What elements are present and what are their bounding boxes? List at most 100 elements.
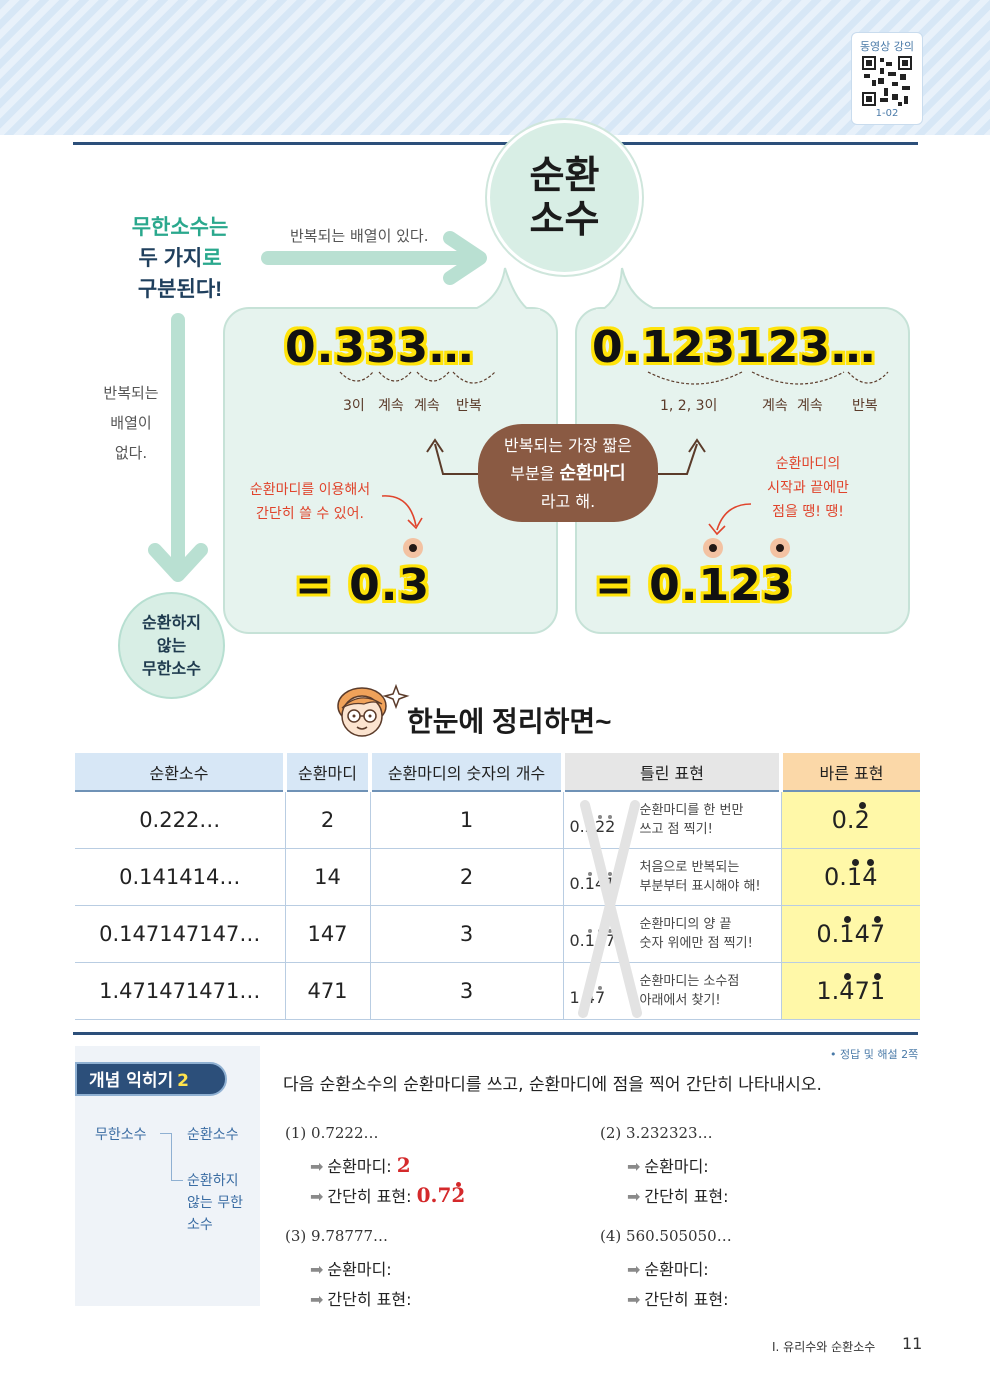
problem-number: (1): [285, 1124, 307, 1142]
example2-label-b: 계속: [762, 398, 788, 414]
wrong-desc-line-1: 순환마디의 양 끝: [639, 916, 732, 932]
heading-particle: 로: [202, 247, 222, 270]
problem-value: 0.7222…: [311, 1124, 379, 1142]
example1-note-line-2: 간단히 쓸 수 있어.: [256, 506, 364, 522]
example2-note: 순환마디의 시작과 끝에만 점을 땡! 땡!: [748, 452, 868, 524]
wrong-desc-line-2: 숫자 위에만 점 찍기!: [639, 935, 753, 951]
problem-3: (3) 9.78777…: [285, 1227, 388, 1245]
wrong-digits: 147: [584, 929, 616, 950]
arrow-right-icon: ➡: [310, 1290, 324, 1309]
mid-divider: [73, 1032, 918, 1035]
center-arrows: [426, 438, 706, 475]
right-digit: 1: [869, 972, 886, 1005]
right-digit: 4: [839, 972, 855, 1005]
right-digit: 2: [854, 801, 870, 834]
arrow-right-icon: ➡: [627, 1187, 641, 1206]
right-int: 1.: [816, 976, 840, 1005]
tree-trunk-line: [171, 1133, 172, 1180]
repeat-exists-label: 반복되는 배열이 있다.: [290, 227, 429, 245]
problem-2: (2) 3.232323…: [600, 1124, 713, 1142]
arrow-right-icon: ➡: [627, 1260, 641, 1279]
arrow-right-icon: ➡: [310, 1157, 324, 1176]
no-repeat-label: 반복되는 배열이 없다.: [88, 378, 174, 468]
problem-2-cycle[interactable]: ➡ 순환마디:: [627, 1153, 709, 1177]
right-digit: 7: [854, 976, 870, 1005]
cell-count: 3: [370, 905, 564, 963]
problem-4-cycle[interactable]: ➡ 순환마디:: [627, 1256, 709, 1280]
page-number: 11: [902, 1334, 923, 1353]
example1-label-b: 계속: [378, 398, 404, 414]
repeating-line-2: 소수: [529, 198, 600, 241]
nonrep-line-2: 않는: [156, 636, 187, 655]
wrong-digits: 141: [584, 872, 616, 893]
tree-root: 무한소수: [95, 1127, 147, 1143]
qr-code-icon[interactable]: [862, 56, 912, 106]
cycle-label: 순환마디:: [644, 1260, 709, 1279]
repeating-line-1: 순환: [529, 154, 600, 197]
repeating-decimal-circle: 순환 소수: [487, 120, 642, 275]
example1-recurring-dot: [403, 538, 423, 558]
right-number: 0.14: [824, 858, 877, 891]
wrong-number: 0.147: [570, 917, 640, 950]
right-digit: 7: [869, 915, 886, 948]
right-number: 1.471: [816, 972, 886, 1005]
tree-branch-line-2: [171, 1180, 183, 1181]
cycle-def-line-2: 부분을 순환마디: [478, 460, 658, 488]
example2-label-a: 1, 2, 3이: [660, 398, 718, 414]
example2-label-c: 계속: [797, 398, 823, 414]
example1-result: = 0.3: [295, 560, 431, 611]
problem-2-simple[interactable]: ➡ 간단히 표현:: [627, 1183, 728, 1207]
cell-count: 1: [370, 790, 564, 849]
wrong-int: 1.: [569, 988, 585, 1007]
problem-1-simple[interactable]: ➡ 간단히 표현: 0.72: [310, 1182, 466, 1207]
cycle-def-line-1: 반복되는 가장 짧은: [504, 436, 632, 455]
arrow-right-icon: ➡: [627, 1290, 641, 1309]
video-code: 1-02: [875, 108, 899, 119]
infinite-decimal-heading: 무한소수는 두 가지로 구분된다!: [110, 212, 250, 305]
cycle-definition-note: 반복되는 가장 짧은 부분을 순환마디 라고 해.: [478, 424, 658, 522]
problem-value: 9.78777…: [311, 1227, 389, 1245]
example2-number: 0.123123…: [592, 322, 877, 373]
example1-label-d: 반복: [456, 398, 482, 414]
header-cycle-digit-count: 순환마디의 숫자의 개수: [370, 753, 565, 791]
problem-3-cycle[interactable]: ➡ 순환마디:: [310, 1256, 392, 1280]
summary-table: 순환소수 순환마디 순환마디의 숫자의 개수 틀린 표현 바른 표현 0.222…: [75, 753, 920, 1020]
cycle-label: 순환마디:: [644, 1157, 709, 1176]
example1-label-a: 3이: [343, 398, 365, 414]
wrong-desc-line-1: 순환마디는 소수점: [639, 973, 740, 989]
cycle-label: 순환마디:: [327, 1260, 392, 1279]
wrong-digits: 222: [584, 815, 616, 837]
nonrep-line-3: 무한소수: [142, 659, 201, 678]
cell-cycle: 471: [285, 962, 371, 1020]
example2-result: = 0.123: [595, 560, 794, 611]
header-wrong-notation: 틀린 표현: [563, 753, 783, 791]
answer-simple-dotted: 2: [451, 1182, 466, 1207]
problem-4-simple[interactable]: ➡ 간단히 표현:: [627, 1286, 728, 1310]
tree-repeating: 순환소수: [187, 1127, 239, 1143]
exercise-tag: 개념 익히기 2: [75, 1062, 227, 1096]
wrong-desc-line-1: 처음으로 반복되는: [639, 859, 740, 875]
example1-label-c: 계속: [414, 398, 440, 414]
right-int: 0.: [816, 919, 840, 948]
cell-decimal: 1.471471471…: [75, 962, 286, 1020]
wrong-number: 0.222: [570, 803, 640, 836]
tree-nonrepeating: 순환하지 않는 무한 소수: [187, 1170, 243, 1236]
wrong-desc-line-2: 아래에서 찾기!: [639, 992, 721, 1008]
example2-note-line-1: 순환마디의: [775, 456, 841, 472]
tree-branch-line: [160, 1133, 172, 1134]
top-divider: [73, 142, 918, 145]
cell-decimal: 0.141414…: [75, 848, 286, 906]
table-header-row: 순환소수 순환마디 순환마디의 숫자의 개수 틀린 표현 바른 표현: [75, 753, 920, 791]
header-repeating-decimal: 순환소수: [75, 753, 287, 791]
cell-wrong-notation: 0.141 처음으로 반복되는 부분부터 표시해야 해!: [563, 848, 782, 906]
answer-reference[interactable]: • 정답 및 해설 2쪽: [830, 1048, 919, 1061]
right-digit: 1: [846, 858, 863, 891]
tree-nonrep-line-1: 순환하지: [187, 1173, 239, 1189]
simple-label: 간단히 표현:: [644, 1290, 729, 1309]
problem-1-cycle[interactable]: ➡ 순환마디: 2: [310, 1153, 411, 1177]
example2-label-d: 반복: [852, 398, 878, 414]
heading-emphasis: 두 가지: [138, 247, 203, 270]
cell-right-notation: 0.147: [781, 905, 920, 963]
problem-number: (4): [600, 1227, 622, 1245]
problem-3-simple[interactable]: ➡ 간단히 표현:: [310, 1286, 411, 1310]
